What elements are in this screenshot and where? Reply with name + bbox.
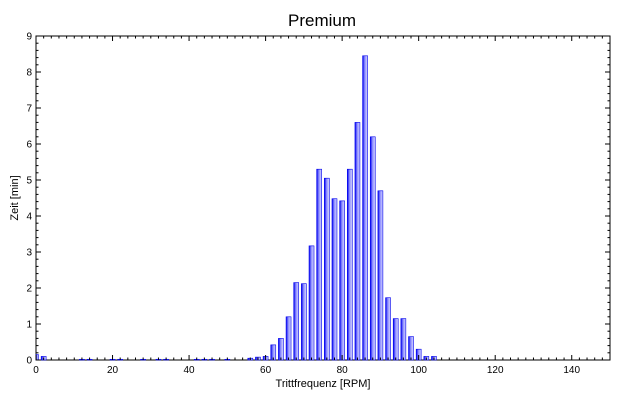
- x-axis: 0 20 40 60 80 100 120 140: [33, 36, 603, 376]
- bar: [362, 55, 368, 361]
- bar: [308, 245, 315, 361]
- bar: [385, 297, 391, 361]
- x-tick-label: 140: [563, 365, 580, 376]
- y-tick-label: 7: [26, 104, 32, 115]
- x-tick-label: 0: [33, 365, 39, 376]
- bar: [408, 336, 414, 361]
- bar: [301, 283, 307, 361]
- bars-layer: [35, 55, 437, 361]
- y-tick-label: 2: [26, 284, 32, 295]
- bar: [285, 316, 292, 361]
- bar: [339, 200, 345, 361]
- bar: [331, 198, 338, 361]
- bar: [346, 168, 353, 361]
- bar: [293, 282, 300, 361]
- x-tick-label: 20: [107, 365, 119, 376]
- x-tick-label: 120: [487, 365, 504, 376]
- plot-frame: [35, 35, 611, 361]
- y-tick-label: 9: [26, 32, 32, 43]
- y-tick-label: 1: [26, 320, 32, 331]
- x-tick-label: 60: [260, 365, 272, 376]
- bar: [377, 190, 384, 361]
- y-axis-label: Zeit [min]: [9, 175, 21, 220]
- y-axis: 0 1 2 3 4 5 6 7 8 9: [26, 32, 610, 367]
- bar: [369, 136, 376, 361]
- bar: [316, 168, 322, 361]
- chart-title: Premium: [288, 11, 356, 30]
- bar: [392, 318, 399, 361]
- x-axis-label: Trittfrequenz [RPM]: [276, 378, 371, 390]
- y-tick-label: 6: [26, 140, 32, 151]
- y-tick-label: 5: [26, 176, 32, 187]
- y-tick-label: 8: [26, 68, 32, 79]
- bar: [354, 122, 361, 361]
- bar: [278, 338, 284, 361]
- bar: [324, 177, 330, 361]
- y-tick-label: 4: [26, 212, 32, 223]
- y-tick-label: 3: [26, 248, 32, 259]
- x-tick-label: 40: [184, 365, 196, 376]
- y-tick-label: 0: [26, 356, 32, 367]
- x-tick-label: 80: [337, 365, 349, 376]
- x-tick-label: 100: [410, 365, 427, 376]
- bar: [400, 318, 407, 361]
